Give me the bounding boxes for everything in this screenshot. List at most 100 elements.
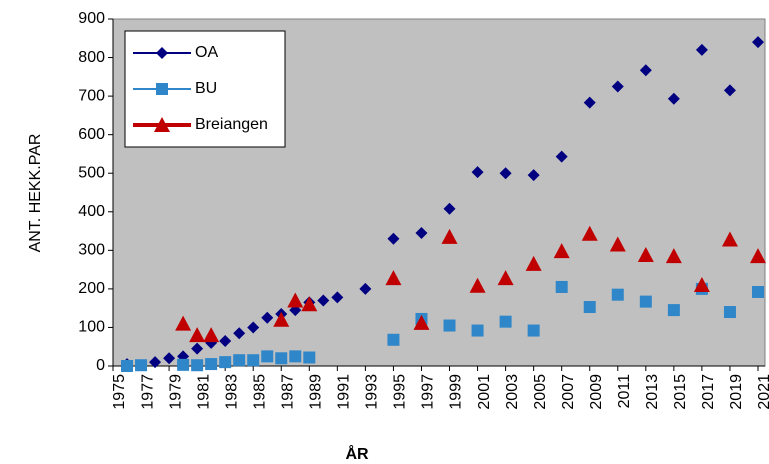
y-tick-label: 800 (78, 49, 105, 66)
point (611, 288, 624, 301)
x-tick-label: 2007 (560, 374, 577, 410)
point (693, 277, 710, 293)
point (359, 282, 372, 295)
point (261, 311, 274, 324)
point (443, 319, 456, 332)
x-tick-label: 1975 (111, 374, 128, 410)
point (175, 315, 192, 331)
point (273, 311, 290, 327)
point (639, 64, 652, 77)
point (749, 248, 766, 264)
point (387, 232, 400, 245)
x-tick-label: 1991 (336, 374, 353, 410)
point (527, 324, 540, 337)
point (667, 92, 680, 105)
x-tick-label: 2017 (700, 374, 717, 410)
point (723, 84, 736, 97)
y-axis-label: ANT. HEKK.PAR (27, 134, 44, 253)
legend-marker (156, 47, 168, 59)
point (219, 334, 232, 347)
legend-marker (154, 117, 170, 132)
y-tick-label: 300 (78, 242, 105, 259)
x-tick-label: 2019 (728, 374, 745, 410)
x-tick-label: 2011 (616, 374, 633, 409)
x-tick-label: 2005 (532, 374, 549, 410)
point (555, 150, 568, 163)
point (331, 291, 344, 304)
point (387, 333, 400, 346)
x-tick-label: 2003 (504, 374, 521, 410)
point (163, 352, 176, 365)
point (177, 358, 190, 371)
point (471, 166, 484, 179)
x-tick-label: 1989 (308, 374, 325, 410)
x-tick-label: 2015 (672, 374, 689, 410)
point (443, 202, 456, 215)
point (441, 228, 458, 244)
legend-label: BU (195, 80, 217, 97)
x-axis-label: ÅR (345, 444, 369, 463)
point (289, 350, 302, 363)
point (261, 350, 274, 363)
point (583, 96, 596, 109)
point (637, 246, 654, 262)
point (497, 270, 514, 286)
point (609, 236, 626, 252)
point (121, 360, 134, 372)
y-tick-label: 200 (78, 280, 105, 297)
point (317, 294, 330, 307)
point (385, 270, 402, 286)
point (525, 255, 542, 271)
point (471, 324, 484, 337)
point (205, 358, 218, 371)
point (665, 248, 682, 264)
x-tick-label: 2001 (476, 374, 493, 410)
x-tick-label: 1987 (279, 374, 296, 410)
point (667, 304, 680, 317)
x-tick-label: 2009 (588, 374, 605, 410)
x-tick-label: 1993 (364, 374, 381, 410)
point (695, 43, 708, 56)
point (219, 356, 232, 369)
x-tick-label: 1985 (251, 374, 268, 410)
x-tick-label: 1981 (195, 374, 212, 410)
x-tick-label: 1999 (448, 374, 465, 410)
x-tick-label: 2013 (644, 374, 661, 410)
point (203, 327, 220, 343)
y-tick-label: 400 (78, 203, 105, 220)
point (275, 352, 288, 365)
y-tick-label: 500 (78, 164, 105, 181)
x-tick-label: 2021 (756, 374, 769, 410)
point (233, 354, 246, 367)
point (555, 280, 568, 293)
legend-label: OA (195, 44, 218, 61)
point (415, 226, 428, 239)
point (189, 327, 206, 343)
point (499, 315, 512, 328)
point (247, 354, 260, 367)
point (553, 243, 570, 259)
point (233, 327, 246, 340)
y-tick-label: 700 (78, 87, 105, 104)
point (413, 314, 430, 330)
point (135, 359, 148, 372)
point (191, 359, 204, 372)
point (469, 277, 486, 293)
point (723, 306, 736, 319)
x-tick-label: 1977 (139, 374, 156, 410)
x-tick-label: 1997 (420, 374, 437, 410)
point (721, 231, 738, 247)
point (751, 36, 764, 49)
point (247, 321, 260, 334)
point (751, 285, 764, 298)
point (583, 301, 596, 314)
y-tick-label: 0 (96, 357, 105, 374)
y-tick-label: 100 (78, 319, 105, 336)
point (611, 80, 624, 93)
point (499, 167, 512, 180)
point (527, 169, 540, 182)
legend-marker (156, 83, 168, 95)
point (581, 225, 598, 241)
point (301, 296, 318, 312)
